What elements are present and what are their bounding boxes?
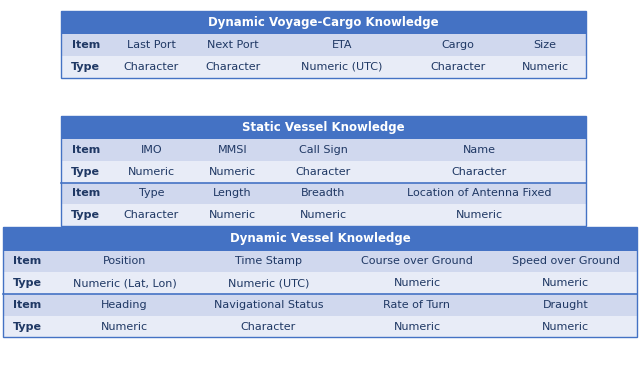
- Text: Numeric: Numeric: [209, 210, 256, 220]
- Text: ETA: ETA: [332, 40, 352, 50]
- Text: Breadth: Breadth: [301, 188, 346, 198]
- Text: Numeric: Numeric: [542, 322, 589, 331]
- Text: Numeric: Numeric: [394, 278, 440, 288]
- Text: Course over Ground: Course over Ground: [361, 257, 473, 266]
- Text: Character: Character: [124, 62, 179, 72]
- Bar: [61, 34, 586, 56]
- Text: Type: Type: [139, 188, 164, 198]
- Text: Item: Item: [72, 145, 100, 155]
- Bar: [3, 294, 637, 316]
- Text: Cargo: Cargo: [441, 40, 474, 50]
- Bar: [3, 316, 637, 337]
- Text: Type: Type: [13, 322, 42, 331]
- Text: Numeric: Numeric: [394, 322, 440, 331]
- Text: Rate of Turn: Rate of Turn: [383, 300, 451, 310]
- Bar: [3, 272, 637, 294]
- Text: Dynamic Vessel Knowledge: Dynamic Vessel Knowledge: [230, 233, 410, 245]
- Text: Character: Character: [205, 62, 260, 72]
- Text: Item: Item: [72, 40, 100, 50]
- Bar: [61, 11, 586, 78]
- Bar: [61, 183, 586, 204]
- Bar: [61, 11, 586, 34]
- Text: Numeric: Numeric: [522, 62, 568, 72]
- Text: Location of Antenna Fixed: Location of Antenna Fixed: [407, 188, 552, 198]
- Text: Name: Name: [463, 145, 496, 155]
- Text: Numeric (UTC): Numeric (UTC): [228, 278, 309, 288]
- Text: Numeric (UTC): Numeric (UTC): [301, 62, 383, 72]
- Text: Item: Item: [13, 300, 42, 310]
- Text: MMSI: MMSI: [218, 145, 248, 155]
- Text: Numeric: Numeric: [101, 322, 148, 331]
- Bar: [61, 116, 586, 226]
- Text: Dynamic Voyage-Cargo Knowledge: Dynamic Voyage-Cargo Knowledge: [208, 16, 438, 29]
- Bar: [61, 56, 586, 78]
- Text: Character: Character: [452, 167, 507, 177]
- Text: Numeric: Numeric: [128, 167, 175, 177]
- Text: Numeric: Numeric: [209, 167, 256, 177]
- Text: Speed over Ground: Speed over Ground: [512, 257, 620, 266]
- Text: Call Sign: Call Sign: [299, 145, 348, 155]
- Text: Last Port: Last Port: [127, 40, 176, 50]
- Text: Item: Item: [13, 257, 42, 266]
- Bar: [61, 204, 586, 226]
- Text: Type: Type: [71, 62, 100, 72]
- Bar: [61, 116, 586, 139]
- Text: Type: Type: [71, 210, 100, 220]
- Text: Next Port: Next Port: [207, 40, 259, 50]
- Text: Numeric (Lat, Lon): Numeric (Lat, Lon): [72, 278, 176, 288]
- Text: Size: Size: [534, 40, 557, 50]
- Text: Static Vessel Knowledge: Static Vessel Knowledge: [242, 121, 404, 134]
- Text: Navigational Status: Navigational Status: [214, 300, 323, 310]
- Text: Time Stamp: Time Stamp: [235, 257, 302, 266]
- Text: Draught: Draught: [543, 300, 589, 310]
- Text: Type: Type: [13, 278, 42, 288]
- Bar: [3, 251, 637, 272]
- Text: Character: Character: [241, 322, 296, 331]
- Text: IMO: IMO: [141, 145, 162, 155]
- Text: Position: Position: [103, 257, 146, 266]
- Text: Numeric: Numeric: [456, 210, 503, 220]
- Text: Heading: Heading: [101, 300, 148, 310]
- Text: Item: Item: [72, 188, 100, 198]
- Text: Numeric: Numeric: [542, 278, 589, 288]
- Text: Character: Character: [296, 167, 351, 177]
- Bar: [61, 139, 586, 161]
- Text: Length: Length: [213, 188, 252, 198]
- Text: Character: Character: [124, 210, 179, 220]
- Bar: [3, 227, 637, 337]
- Bar: [3, 227, 637, 251]
- Text: Type: Type: [71, 167, 100, 177]
- Text: Numeric: Numeric: [300, 210, 347, 220]
- Text: Character: Character: [430, 62, 485, 72]
- Bar: [61, 161, 586, 183]
